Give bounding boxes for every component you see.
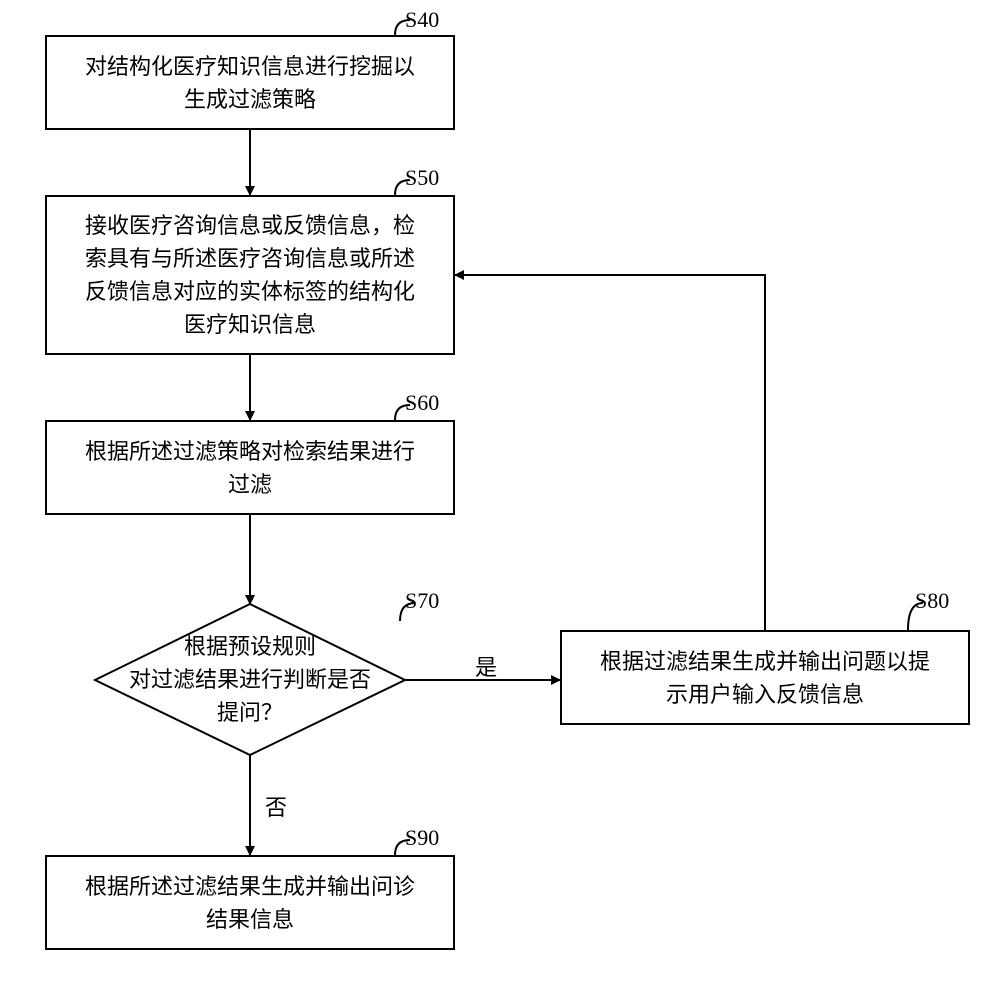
node-s50-text: 接收医疗咨询信息或反馈信息，检索具有与所述医疗咨询信息或所述反馈信息对应的实体标…: [85, 209, 415, 341]
label-s90: S90: [405, 825, 439, 851]
node-s90: 根据所述过滤结果生成并输出问诊结果信息: [45, 855, 455, 950]
node-s40: 对结构化医疗知识信息进行挖掘以生成过滤策略: [45, 35, 455, 130]
label-s60: S60: [405, 390, 439, 416]
label-s70: S70: [405, 588, 439, 614]
edge-label-no: 否: [265, 790, 287, 822]
label-s50: S50: [405, 165, 439, 191]
node-s80: 根据过滤结果生成并输出问题以提示用户输入反馈信息: [560, 630, 970, 725]
node-s70-text: 根据预设规则对过滤结果进行判断是否提问？: [129, 630, 371, 729]
node-s50: 接收医疗咨询信息或反馈信息，检索具有与所述医疗咨询信息或所述反馈信息对应的实体标…: [45, 195, 455, 355]
node-s40-text: 对结构化医疗知识信息进行挖掘以生成过滤策略: [85, 50, 415, 116]
edge-s80-s50: [455, 275, 765, 630]
label-s40: S40: [405, 7, 439, 33]
node-s80-text: 根据过滤结果生成并输出问题以提示用户输入反馈信息: [600, 645, 930, 711]
label-s80: S80: [915, 588, 949, 614]
node-s90-text: 根据所述过滤结果生成并输出问诊结果信息: [85, 870, 415, 936]
node-s60-text: 根据所述过滤策略对检索结果进行过滤: [85, 435, 415, 501]
node-s60: 根据所述过滤策略对检索结果进行过滤: [45, 420, 455, 515]
diamond-s70-shape: [95, 604, 405, 755]
edge-label-yes: 是: [475, 650, 497, 682]
node-s70: 根据预设规则对过滤结果进行判断是否提问？: [95, 604, 405, 754]
